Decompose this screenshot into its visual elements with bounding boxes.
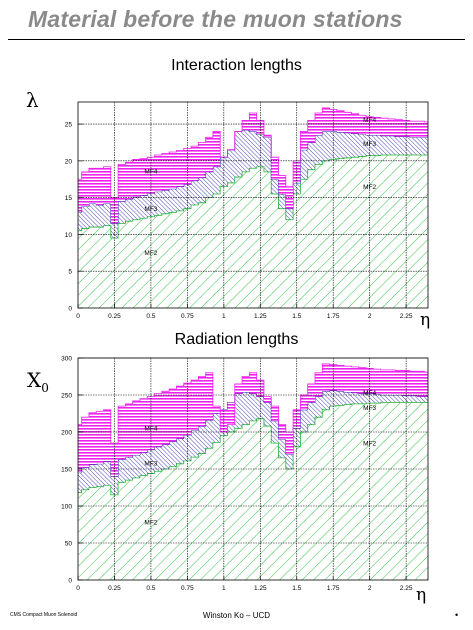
x-tick-label: 1 (222, 313, 226, 320)
y-tick-label: 250 (61, 393, 72, 400)
area-mf4 (78, 363, 428, 477)
chart-2-ylabel: X0 (27, 368, 49, 395)
x-tick-label: 0.25 (108, 585, 121, 592)
area-mf2 (78, 402, 428, 580)
series-line-mf2 (78, 154, 428, 239)
x-tick-label: 0.5 (146, 313, 155, 320)
y-tick-label: 5 (68, 269, 72, 276)
series-line-mf4 (78, 107, 428, 199)
y-tick-label: 25 (65, 122, 73, 129)
chart-2-ylabel-sub: 0 (41, 381, 49, 395)
region-label-mf4: MF4 (144, 168, 157, 175)
x-tick-label: 0.75 (181, 313, 194, 320)
area-mf4 (78, 107, 428, 224)
plot-frame (77, 101, 429, 309)
x-tick-label: 2.25 (400, 585, 413, 592)
x-tick-label: 1.25 (254, 585, 267, 592)
chart-2-ylabel-main: X (27, 368, 42, 392)
region-label-mf4: MF4 (363, 117, 376, 124)
x-tick-label: 2 (368, 585, 372, 592)
y-tick-label: 50 (65, 541, 73, 548)
region-label-mf3: MF3 (363, 141, 376, 148)
region-label-mf4: MF4 (144, 426, 157, 433)
chart-1-ylabel: λ (26, 88, 39, 112)
region-label-mf3: MF3 (144, 206, 157, 213)
region-label-mf2: MF2 (363, 440, 376, 447)
footer-left: CMS Compact Muon Solenoid (10, 612, 78, 618)
chart-2-xlabel: η (416, 585, 427, 605)
x-tick-label: 1.5 (292, 313, 301, 320)
interaction-lengths-chart: 0 0.25 0.5 0.75 1 1.25 1.5 1.75 2 2.25 0 5 10 15 20 25 M… (65, 101, 429, 320)
title-divider (8, 39, 465, 40)
y-tick-label: 20 (65, 158, 73, 165)
y-tick-label: 100 (61, 504, 72, 511)
y-tick-label: 200 (61, 430, 72, 437)
series-line-mf4 (78, 363, 428, 444)
x-tick-label: 0.5 (146, 585, 155, 592)
footer-center: Winston Ko – UCD (202, 611, 271, 620)
region-label-mf3: MF3 (363, 405, 376, 412)
region-label-mf2: MF2 (144, 520, 157, 527)
chart-1-xlabel: η (420, 310, 431, 330)
x-tick-label: 0.25 (108, 313, 121, 320)
area-mf2 (78, 154, 428, 308)
y-tick-label: 0 (68, 578, 72, 585)
y-tick-label: 0 (68, 306, 72, 313)
area-mf3 (78, 129, 428, 239)
region-label-mf3: MF3 (144, 460, 157, 467)
x-tick-label: 0 (76, 585, 80, 592)
y-tick-label: 300 (61, 356, 72, 363)
footer-mark: • (455, 610, 459, 620)
x-tick-label: 1.75 (327, 313, 340, 320)
x-tick-label: 2.25 (400, 313, 413, 320)
region-label-mf4: MF4 (363, 390, 376, 397)
x-tick-label: 2 (368, 313, 372, 320)
radiation-lengths-chart: 0 0.25 0.5 0.75 1 1.25 1.5 1.75 2 2.25 0 50 100 150 20… (61, 356, 429, 592)
region-label-mf2: MF2 (144, 250, 157, 257)
x-tick-label: 1.75 (327, 585, 340, 592)
x-tick-label: 1.25 (254, 313, 267, 320)
chart-1-title: Interaction lengths (171, 57, 302, 74)
region-label-mf2: MF2 (363, 184, 376, 191)
chart-2-title: Radiation lengths (174, 331, 299, 348)
x-tick-label: 0 (76, 313, 80, 320)
y-tick-label: 10 (65, 232, 73, 239)
x-tick-label: 0.75 (181, 585, 194, 592)
x-tick-label: 1.5 (292, 585, 301, 592)
y-tick-label: 150 (61, 467, 72, 474)
y-tick-label: 15 (65, 195, 73, 202)
x-tick-label: 1 (222, 585, 226, 592)
page-title: Material before the muon stations (28, 6, 403, 32)
